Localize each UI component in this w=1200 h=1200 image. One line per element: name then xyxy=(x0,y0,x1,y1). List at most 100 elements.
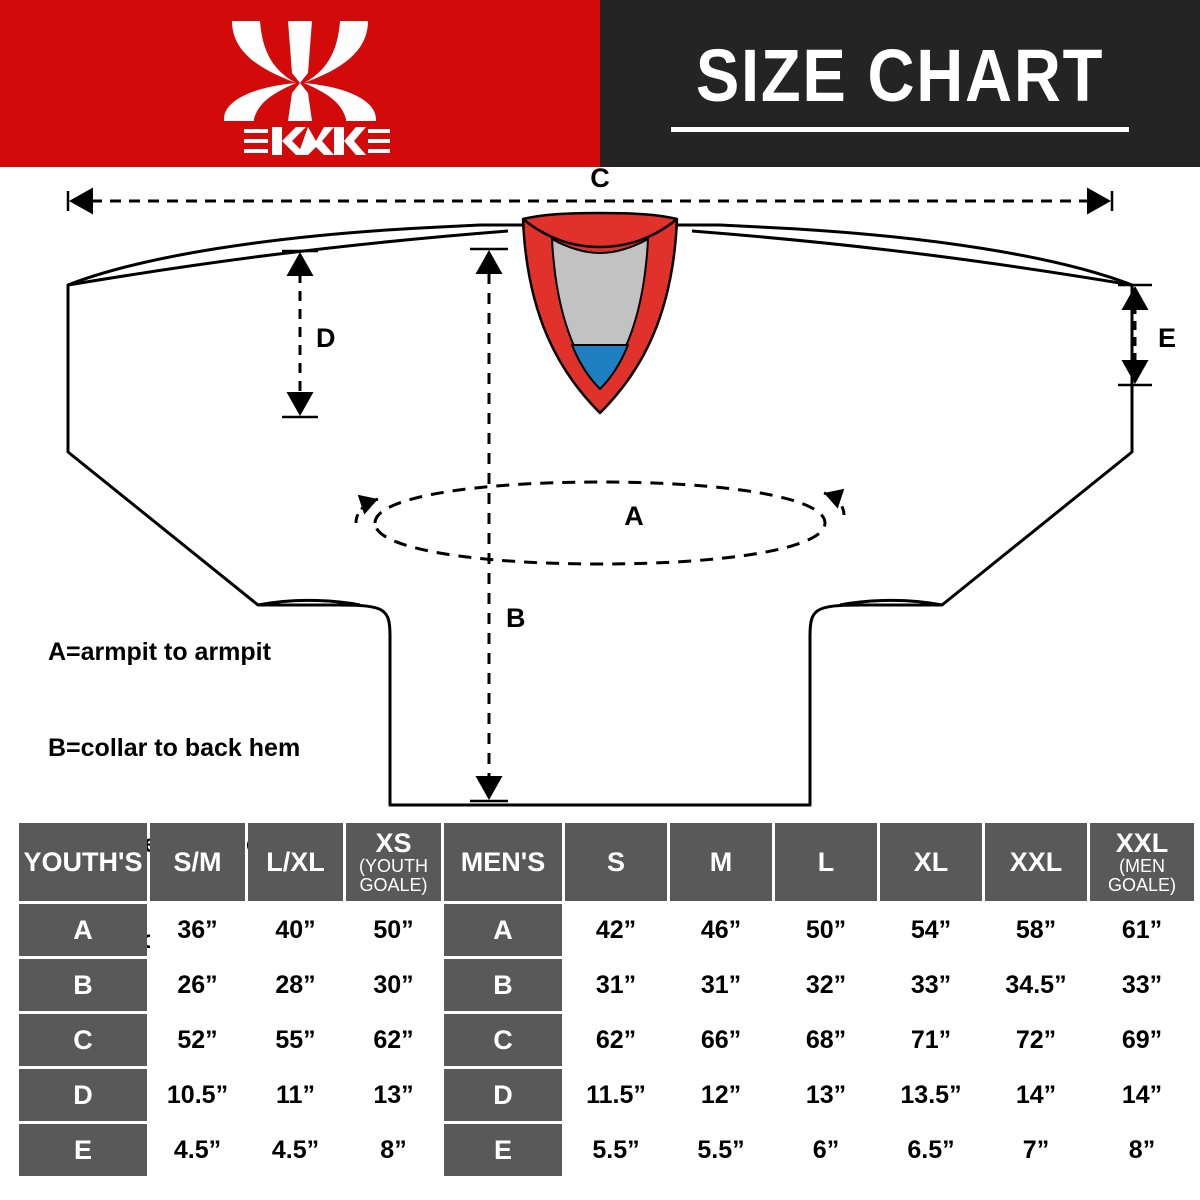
column-header-main: XXL xyxy=(1009,846,1063,877)
measurement-cell: 36” xyxy=(150,904,245,956)
row-label-men: A xyxy=(444,904,562,956)
jersey-diagram: C D E A B A=armpit to armpit B=collar to… xyxy=(0,163,1200,1050)
table-row: B 26” 28” 30” B 31” 31” 32” 33” 34.5” 33” xyxy=(19,959,1194,1011)
measurement-cell: 55” xyxy=(248,1014,343,1066)
column-header-main: S/M xyxy=(173,846,222,877)
measurement-cell: 32” xyxy=(775,959,877,1011)
column-header: XS (YOUTH GOALE) xyxy=(346,823,441,901)
measurement-cell: 4.5” xyxy=(150,1124,245,1176)
measurement-cell: 5.5” xyxy=(670,1124,772,1176)
column-header: YOUTH'S xyxy=(19,823,147,901)
measurement-cell: 40” xyxy=(248,904,343,956)
svg-text:C: C xyxy=(590,167,610,193)
measurement-cell: 13” xyxy=(775,1069,877,1121)
measurement-cell: 66” xyxy=(670,1014,772,1066)
column-header: M xyxy=(670,823,772,901)
measurement-cell: 13.5” xyxy=(880,1069,982,1121)
measurement-cell: 14” xyxy=(1090,1069,1194,1121)
measurement-cell: 54” xyxy=(880,904,982,956)
measurement-cell: 50” xyxy=(775,904,877,956)
measurement-cell: 8” xyxy=(346,1124,441,1176)
table-header-row: YOUTH'S S/M L/XL XS (YOUTH GOALE) MEN'S S M L XL X… xyxy=(19,823,1194,901)
column-header: XXL xyxy=(985,823,1087,901)
column-header-main: M xyxy=(709,846,733,877)
column-header-main: XS xyxy=(375,827,412,858)
table-row: A 36” 40” 50” A 42” 46” 50” 54” 58” 61” xyxy=(19,904,1194,956)
svg-text:B: B xyxy=(506,603,526,633)
kxk-logo-icon xyxy=(210,9,392,159)
size-chart-table: YOUTH'S S/M L/XL XS (YOUTH GOALE) MEN'S S M L XL X… xyxy=(16,820,1197,1179)
row-label-youth: D xyxy=(19,1069,147,1121)
column-header-main: XXL xyxy=(1115,827,1169,858)
measurement-cell: 50” xyxy=(346,904,441,956)
measurement-cell: 31” xyxy=(670,959,772,1011)
measurement-cell: 33” xyxy=(1090,959,1194,1011)
row-label-men: C xyxy=(444,1014,562,1066)
collar-inner xyxy=(551,238,649,390)
legend-item-b: B=collar to back hem xyxy=(48,734,301,762)
row-label-men: E xyxy=(444,1124,562,1176)
column-header-main: L xyxy=(817,846,835,877)
measurement-cell: 30” xyxy=(346,959,441,1011)
column-header-main: YOUTH'S xyxy=(23,846,143,877)
column-header-sub: (MEN GOALE) xyxy=(1107,856,1177,896)
title-panel: SIZE CHART xyxy=(600,0,1200,167)
table-row: D 10.5” 11” 13” D 11.5” 12” 13” 13.5” 14” 14” xyxy=(19,1069,1194,1121)
measurement-cell: 62” xyxy=(565,1014,667,1066)
measurement-cell: 26” xyxy=(150,959,245,1011)
measurement-cell: 7” xyxy=(985,1124,1087,1176)
measurement-cell: 46” xyxy=(670,904,772,956)
title-underline xyxy=(671,127,1129,132)
row-label-youth: A xyxy=(19,904,147,956)
measurement-cell: 68” xyxy=(775,1014,877,1066)
measurement-cell: 61” xyxy=(1090,904,1194,956)
measurement-cell: 31” xyxy=(565,959,667,1011)
column-header: XXL (MEN GOALE) xyxy=(1090,823,1194,901)
column-header: MEN'S xyxy=(444,823,562,901)
column-header-main: L/XL xyxy=(266,846,325,877)
row-label-youth: C xyxy=(19,1014,147,1066)
measurement-cell: 52” xyxy=(150,1014,245,1066)
column-header-sub: (YOUTH GOALE) xyxy=(359,856,428,896)
column-header: S xyxy=(565,823,667,901)
measurement-cell: 11” xyxy=(248,1069,343,1121)
measurement-cell: 33” xyxy=(880,959,982,1011)
measurement-cell: 6” xyxy=(775,1124,877,1176)
column-header: S/M xyxy=(150,823,245,901)
page-title: SIZE CHART xyxy=(695,34,1105,117)
measurement-cell: 13” xyxy=(346,1069,441,1121)
measurement-cell: 62” xyxy=(346,1014,441,1066)
column-header: L xyxy=(775,823,877,901)
measurement-cell: 72” xyxy=(985,1014,1087,1066)
collar-accent xyxy=(571,344,629,390)
table-row: E 4.5” 4.5” 8” E 5.5” 5.5” 6” 6.5” 7” 8” xyxy=(19,1124,1194,1176)
column-header-main: XL xyxy=(913,846,949,877)
column-header-main: MEN'S xyxy=(460,846,546,877)
legend-item-a: A=armpit to armpit xyxy=(48,638,271,666)
measurement-cell: 34.5” xyxy=(985,959,1087,1011)
row-label-youth: B xyxy=(19,959,147,1011)
svg-text:A: A xyxy=(624,501,644,531)
measurement-cell: 71” xyxy=(880,1014,982,1066)
column-header: L/XL xyxy=(248,823,343,901)
measurement-cell: 58” xyxy=(985,904,1087,956)
measurement-cell: 4.5” xyxy=(248,1124,343,1176)
measurement-cell: 42” xyxy=(565,904,667,956)
row-label-men: B xyxy=(444,959,562,1011)
column-header-main: S xyxy=(606,846,625,877)
measurement-cell: 28” xyxy=(248,959,343,1011)
page-header: SIZE CHART xyxy=(0,0,1200,167)
svg-text:D: D xyxy=(316,323,336,353)
table-row: C 52” 55” 62” C 62” 66” 68” 71” 72” 69” xyxy=(19,1014,1194,1066)
measurement-cell: 69” xyxy=(1090,1014,1194,1066)
row-label-youth: E xyxy=(19,1124,147,1176)
measurement-cell: 14” xyxy=(985,1069,1087,1121)
column-header: XL xyxy=(880,823,982,901)
brand-panel xyxy=(0,0,600,167)
measurement-cell: 12” xyxy=(670,1069,772,1121)
measurement-cell: 5.5” xyxy=(565,1124,667,1176)
measurement-cell: 11.5” xyxy=(565,1069,667,1121)
measurement-cell: 8” xyxy=(1090,1124,1194,1176)
measurement-cell: 6.5” xyxy=(880,1124,982,1176)
row-label-men: D xyxy=(444,1069,562,1121)
